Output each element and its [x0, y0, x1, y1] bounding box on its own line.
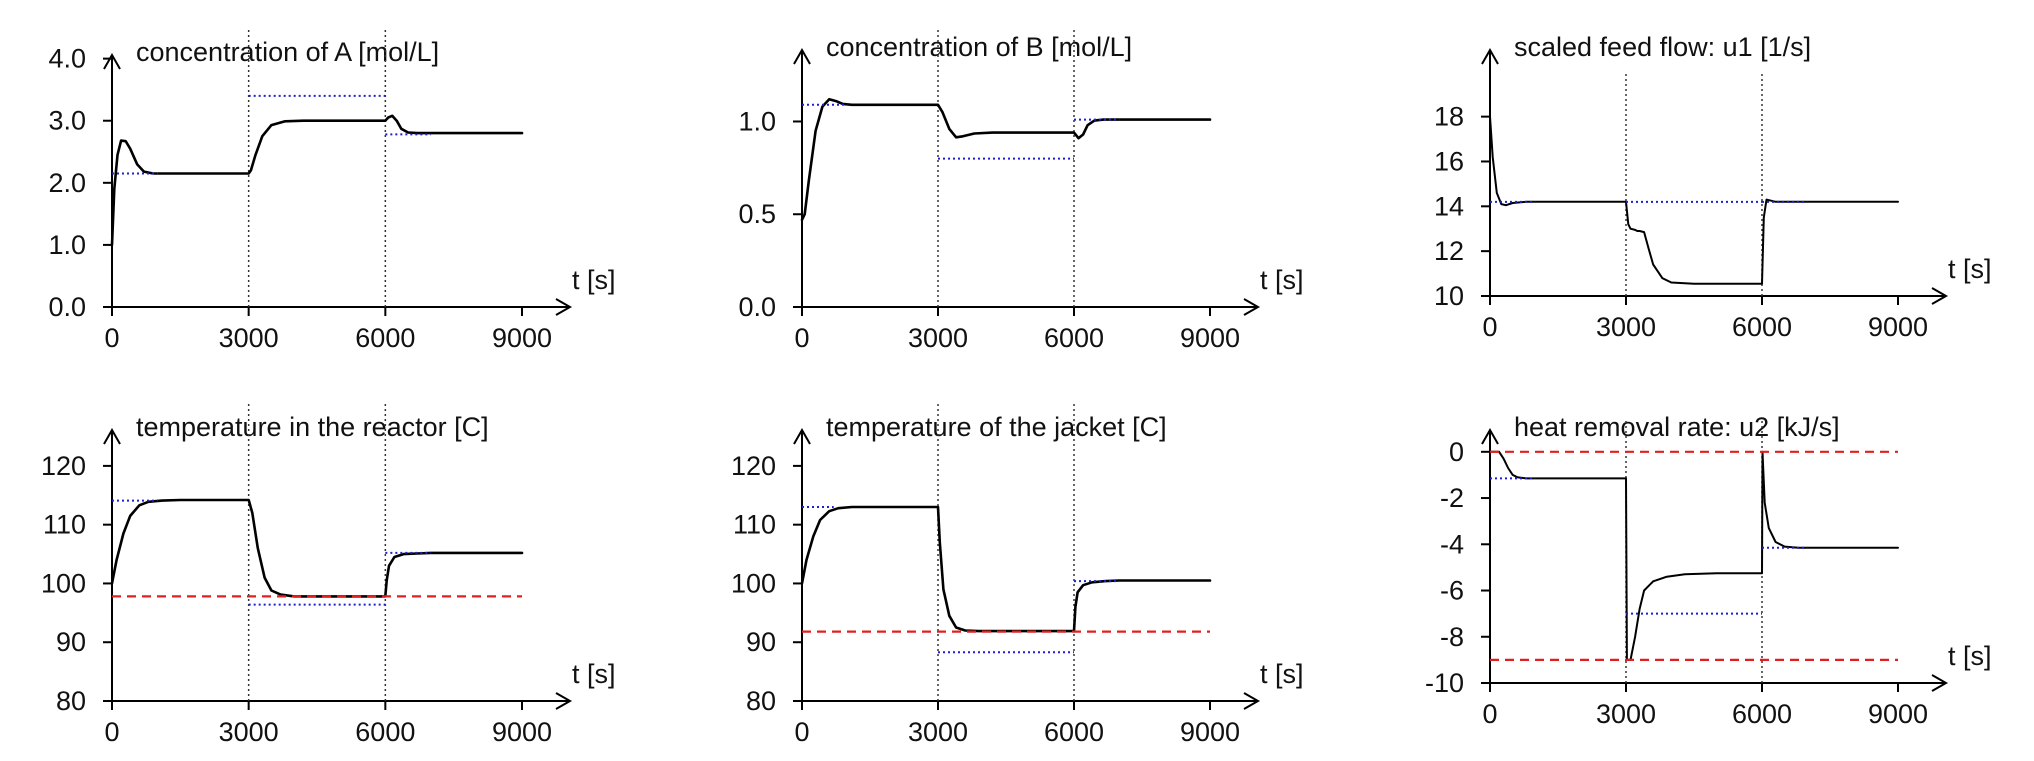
chart-panel-3: scaled feed flow: u1 [1/s] t [s] 0 3000 6000… [1434, 32, 1992, 342]
chart-panel-4: temperature in the reactor [C] t [s] 0 3000… [41, 403, 616, 747]
chart-panel-5: temperature of the jacket [C] t [s] 0 3000 6… [731, 403, 1304, 747]
x-axis-arrowhead [1931, 287, 1949, 305]
y-tick-label: 110 [733, 510, 776, 540]
y-tick-label: 80 [56, 686, 86, 716]
x-tick-label: 9000 [1180, 323, 1240, 353]
y-tick-label: 120 [731, 451, 776, 481]
response-line [110, 114, 524, 247]
response-line [800, 505, 1212, 633]
chart-title: scaled feed flow: u1 [1/s] [1514, 32, 1811, 62]
x-tick-label: 3000 [219, 717, 279, 747]
y-tick-label: 0.5 [738, 199, 776, 229]
chart-title: concentration of B [mol/L] [826, 32, 1132, 62]
x-tick-label: 0 [1482, 312, 1497, 342]
y-axis-arrowhead [793, 427, 811, 445]
x-tick-label: 0 [104, 717, 119, 747]
x-axis-arrowhead [1243, 692, 1261, 710]
y-tick-label: 18 [1434, 102, 1464, 132]
x-tick-label: 6000 [1732, 699, 1792, 729]
y-tick-label: 1.0 [48, 230, 86, 260]
y-tick-label: 100 [41, 568, 86, 598]
x-axis-label: t [s] [572, 659, 616, 689]
x-axis-arrowhead [1243, 298, 1261, 316]
y-tick-label: 90 [746, 627, 776, 657]
y-tick-label: 2.0 [48, 168, 86, 198]
y-tick-label: 90 [56, 627, 86, 657]
x-tick-label: 6000 [355, 323, 415, 353]
x-tick-label: 3000 [908, 717, 968, 747]
x-tick-label: 0 [794, 717, 809, 747]
y-tick-label: 12 [1434, 236, 1464, 266]
x-tick-label: 3000 [908, 323, 968, 353]
x-tick-label: 6000 [1732, 312, 1792, 342]
y-tick-label: 3.0 [48, 106, 86, 136]
y-tick-label: 80 [746, 686, 776, 716]
response-line [1489, 450, 1899, 661]
x-tick-label: 0 [794, 323, 809, 353]
x-tick-label: 9000 [492, 717, 552, 747]
y-tick-label: 4.0 [48, 44, 86, 74]
x-tick-label: 0 [1482, 699, 1497, 729]
x-tick-label: 6000 [1044, 323, 1104, 353]
chart-panel-2: concentration of B [mol/L] t [s] 0 3000 6000… [738, 28, 1304, 353]
x-tick-label: 3000 [1596, 699, 1656, 729]
y-axis-arrowhead [103, 52, 121, 70]
response-line [110, 498, 524, 598]
y-tick-label: -8 [1440, 622, 1464, 652]
y-axis-arrowhead [1481, 47, 1499, 65]
chart-panel-6: heat removal rate: u2 [kJ/s] t [s] 0 3000 60… [1425, 412, 1992, 729]
y-tick-label: 0 [1449, 437, 1464, 467]
x-tick-label: 6000 [1044, 717, 1104, 747]
response-line [1489, 115, 1899, 285]
y-tick-label: -6 [1440, 576, 1464, 606]
chart-title: temperature of the jacket [C] [826, 412, 1167, 442]
y-tick-label: 120 [41, 451, 86, 481]
chart-panel-1: concentration of A [mol/L] t [s] 0 3000 6000… [48, 30, 616, 353]
chart-title: temperature in the reactor [C] [136, 412, 489, 442]
y-tick-label: 10 [1434, 281, 1464, 311]
chart-title: heat removal rate: u2 [kJ/s] [1514, 412, 1840, 442]
x-axis-label: t [s] [572, 265, 616, 295]
y-tick-label: 100 [731, 568, 776, 598]
y-axis-arrowhead [103, 427, 121, 445]
response-line [800, 97, 1212, 222]
x-tick-label: 0 [104, 323, 119, 353]
y-axis-arrowhead [793, 47, 811, 65]
y-tick-label: -2 [1440, 483, 1464, 513]
y-tick-label: 16 [1434, 146, 1464, 176]
x-axis-label: t [s] [1948, 641, 1992, 671]
y-tick-label: -4 [1440, 529, 1464, 559]
y-tick-label: 0.0 [738, 292, 776, 322]
x-axis-arrowhead [555, 692, 573, 710]
x-tick-label: 6000 [355, 717, 415, 747]
x-axis-arrowhead [555, 298, 573, 316]
chart-title: concentration of A [mol/L] [136, 37, 439, 67]
y-tick-label: 110 [43, 510, 86, 540]
x-tick-label: 3000 [1596, 312, 1656, 342]
x-tick-label: 9000 [492, 323, 552, 353]
x-tick-label: 9000 [1180, 717, 1240, 747]
x-axis-arrowhead [1931, 674, 1949, 692]
x-tick-label: 3000 [219, 323, 279, 353]
y-tick-label: -10 [1425, 668, 1464, 698]
y-tick-label: 0.0 [48, 292, 86, 322]
y-tick-label: 1.0 [738, 106, 776, 136]
y-axis-arrowhead [1481, 427, 1499, 445]
x-tick-label: 9000 [1868, 699, 1928, 729]
x-tick-label: 9000 [1868, 312, 1928, 342]
x-axis-label: t [s] [1260, 659, 1304, 689]
x-axis-label: t [s] [1260, 265, 1304, 295]
y-tick-label: 14 [1434, 191, 1464, 221]
x-axis-label: t [s] [1948, 254, 1992, 284]
